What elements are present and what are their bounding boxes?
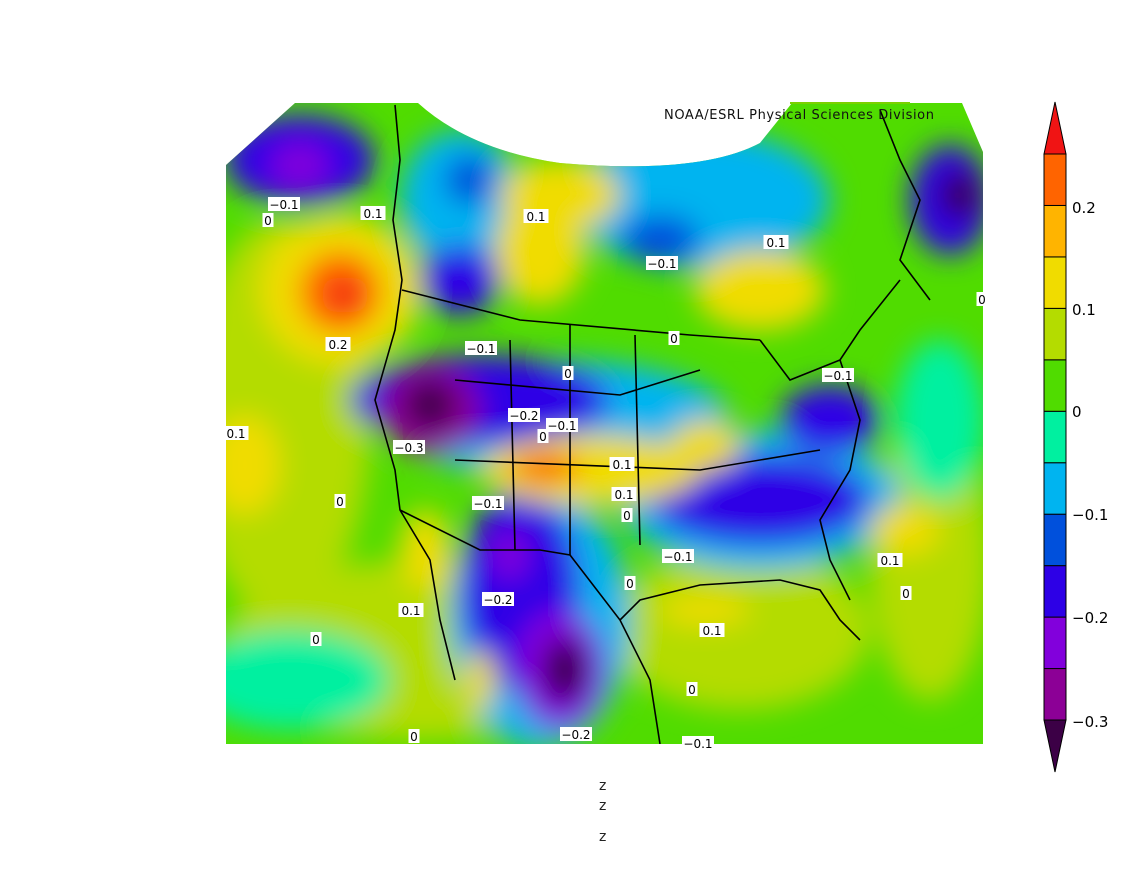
contour-label-bg: [223, 426, 249, 440]
boundary-lines: [374, 104, 931, 744]
contour-label: 0.1: [401, 604, 420, 618]
contour-label-bg: [482, 592, 514, 606]
contour-label-bg: [686, 682, 698, 696]
contour-label: 0: [312, 633, 320, 647]
contour-label: −0.1: [269, 198, 298, 212]
colorbar-swatch: [1043, 153, 1067, 206]
colorbar-swatch: [1043, 256, 1067, 309]
contour-label: 0: [902, 587, 910, 601]
contour-label-bg: [682, 736, 714, 750]
map-area: [226, 103, 983, 744]
contour-label: 0.1: [363, 207, 382, 221]
contour-label: −0.1: [647, 257, 676, 271]
contour-label-bg: [560, 727, 592, 741]
contour-label-bg: [262, 213, 274, 227]
colorbar-swatch: [1043, 410, 1067, 464]
contour-label: −0.1: [683, 737, 712, 751]
contour-label: 0.1: [614, 488, 633, 502]
colorbar-swatch: [1043, 668, 1067, 721]
contour-label-bg: [393, 440, 425, 454]
colorbar-arrow-bottom: [1043, 719, 1067, 773]
colorbar-swatch: [1043, 462, 1067, 515]
contour-labels: −0.10 0.1 0.1−0.10.10.2 −0.100−0.10.1−0.2−0…: [223, 197, 988, 751]
colorbar-label: 0.1: [1072, 301, 1096, 319]
contour-label-bg: [508, 408, 540, 422]
colorbar-label: −0.2: [1072, 609, 1109, 627]
contour-label: 0.1: [702, 624, 721, 638]
contour-label-bg: [408, 729, 420, 743]
contour-label-bg: [523, 209, 549, 223]
contour-label: 0: [670, 332, 678, 346]
contour-label-bg: [310, 632, 322, 646]
contour-label: 0: [626, 577, 634, 591]
contour-label: 0: [688, 683, 696, 697]
contour-label: 0.2: [328, 338, 347, 352]
contour-label-bg: [668, 331, 680, 345]
contour-label-bg: [976, 292, 988, 306]
contour-label: 0: [978, 293, 986, 307]
colorbar-label: 0: [1072, 403, 1082, 421]
footer-line: z: [599, 829, 607, 845]
contour-label: −0.2: [509, 409, 538, 423]
contour-label: −0.1: [466, 342, 495, 356]
colorbar-label: 0.2: [1072, 199, 1096, 217]
contour-label-bg: [537, 429, 549, 443]
contour-label: 0: [539, 430, 547, 444]
contour-label-bg: [562, 366, 574, 380]
contour-label: 0.1: [880, 554, 899, 568]
contour-label-bg: [609, 457, 635, 471]
contour-label-bg: [877, 553, 903, 567]
colorbar-label: −0.3: [1072, 713, 1109, 731]
credit-text: NOAA/ESRL Physical Sciences Division: [664, 108, 935, 123]
contour-label-bg: [900, 586, 912, 600]
credit-underline: [790, 102, 910, 104]
colorbar-swatch: [1043, 513, 1067, 567]
contour-label: −0.3: [394, 441, 423, 455]
contour-label: −0.1: [473, 497, 502, 511]
contour-label: 0: [336, 495, 344, 509]
contour-label: 0.1: [612, 458, 631, 472]
contour-label-bg: [699, 623, 725, 637]
contour-label-bg: [398, 603, 424, 617]
colorbar-arrow-top: [1043, 101, 1067, 155]
contour-label: 0: [564, 367, 572, 381]
contour-label-bg: [325, 337, 351, 351]
colorbar-swatch: [1043, 204, 1067, 258]
contour-label-bg: [360, 206, 386, 220]
contour-label: 0.1: [766, 236, 785, 250]
contour-label: 0: [410, 730, 418, 744]
contour-label: 0: [264, 214, 272, 228]
contour-label-bg: [621, 508, 633, 522]
contour-label-bg: [334, 494, 346, 508]
footer-line: z: [599, 778, 607, 794]
contour-label-bg: [546, 418, 578, 432]
contour-label-bg: [822, 368, 854, 382]
contour-label-bg: [624, 576, 636, 590]
contour-label: 0.1: [226, 427, 245, 441]
contour-label-bg: [472, 496, 504, 510]
contour-label-bg: [763, 235, 789, 249]
contour-label: −0.2: [561, 728, 590, 742]
contour-label-bg: [268, 197, 300, 211]
contour-label: −0.1: [547, 419, 576, 433]
contour-label-bg: [465, 341, 497, 355]
contour-label: −0.1: [823, 369, 852, 383]
colorbar-swatch: [1043, 307, 1067, 361]
footer-line: z: [599, 798, 607, 814]
contour-label: −0.1: [663, 550, 692, 564]
contour-label: −0.2: [483, 593, 512, 607]
contour-label-bg: [611, 487, 637, 501]
colorbar-swatch: [1043, 616, 1067, 670]
colorbar-label: −0.1: [1072, 506, 1109, 524]
contour-label: 0.1: [526, 210, 545, 224]
contour-label-bg: [646, 256, 678, 270]
colorbar: [1043, 101, 1067, 773]
colorbar-swatch: [1043, 359, 1067, 412]
contour-label: 0: [623, 509, 631, 523]
contour-label-bg: [662, 549, 694, 563]
colorbar-swatch: [1043, 565, 1067, 618]
